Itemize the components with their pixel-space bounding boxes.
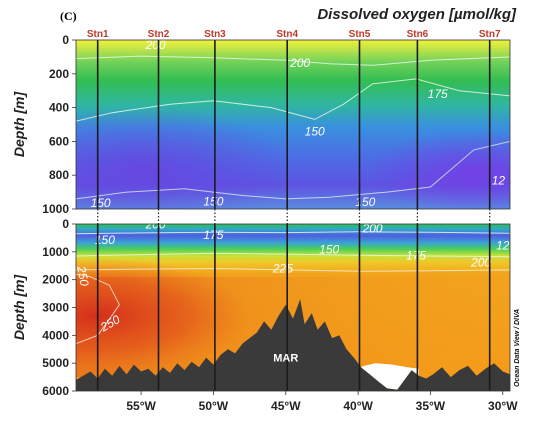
contour-label: 200 bbox=[145, 218, 166, 232]
station-label: Stn2 bbox=[148, 29, 170, 40]
upper-contour-line bbox=[76, 78, 510, 122]
x-tick-label: 55°W bbox=[126, 399, 156, 413]
seafloor-no-data-gap bbox=[361, 363, 419, 390]
contour-label: 150 bbox=[203, 194, 223, 208]
station-label: Stn6 bbox=[407, 29, 429, 40]
contour-label: 150 bbox=[319, 242, 339, 256]
contour-label: 150 bbox=[355, 195, 375, 209]
contour-label: 200 bbox=[289, 56, 310, 70]
contour-label: 175 bbox=[428, 87, 448, 101]
upper-contour-line bbox=[76, 55, 510, 66]
station-label: Stn1 bbox=[87, 29, 109, 40]
x-tick-label: 30°W bbox=[488, 399, 518, 413]
contour-label: 150 bbox=[91, 196, 111, 210]
contour-label: 12 bbox=[492, 173, 506, 187]
upper-y-axis-label: Depth [m] bbox=[11, 91, 27, 158]
y-tick-label: 6000 bbox=[42, 384, 69, 398]
y-tick-label: 4000 bbox=[42, 328, 69, 342]
upper-panel-frame bbox=[75, 39, 511, 210]
contour-label: 200 bbox=[362, 222, 383, 236]
panel-label: (C) bbox=[60, 9, 77, 23]
station-label: Stn4 bbox=[276, 29, 298, 40]
contour-label: 175 bbox=[203, 228, 223, 242]
y-tick-label: 0 bbox=[62, 33, 69, 47]
upper-depth-panel: 200 200 175 150 150 150 150 12 0 200 400 600 800 100… bbox=[11, 33, 511, 216]
lower-contour-line bbox=[76, 267, 510, 272]
y-tick-label: 3000 bbox=[42, 301, 69, 315]
contour-label: 150 bbox=[95, 233, 115, 247]
upper-contour-line bbox=[76, 140, 510, 200]
lower-contour-line bbox=[76, 231, 510, 235]
lower-y-axis-label: Depth [m] bbox=[11, 274, 27, 341]
station-label: Stn7 bbox=[479, 29, 501, 40]
y-tick-label: 2000 bbox=[42, 273, 69, 287]
station-label: Stn3 bbox=[204, 29, 226, 40]
y-tick-label: 1000 bbox=[42, 245, 69, 259]
mar-annotation: MAR bbox=[273, 353, 298, 365]
chart-title: Dissolved oxygen [µmol/kg] bbox=[317, 6, 517, 23]
contour-label: 200 bbox=[145, 38, 166, 52]
y-tick-label: 400 bbox=[49, 101, 69, 115]
contour-label: 225 bbox=[272, 262, 293, 276]
y-tick-label: 1000 bbox=[42, 202, 69, 216]
y-tick-label: 800 bbox=[49, 168, 69, 182]
y-tick-label: 600 bbox=[49, 134, 69, 148]
y-tick-label: 0 bbox=[62, 217, 69, 231]
x-tick-label: 35°W bbox=[416, 399, 446, 413]
x-tick-label: 45°W bbox=[271, 399, 301, 413]
x-tick-label: 40°W bbox=[343, 399, 373, 413]
credit-label: Ocean Data View / DIVA bbox=[514, 309, 521, 387]
y-tick-label: 5000 bbox=[42, 356, 69, 370]
bathymetry-seafloor bbox=[76, 299, 510, 391]
contour-label: 150 bbox=[305, 124, 325, 138]
lower-contour-line bbox=[76, 252, 510, 258]
contour-label: 200 bbox=[470, 255, 491, 269]
contour-label: 175 bbox=[406, 249, 426, 263]
contour-label: 12 bbox=[496, 239, 510, 253]
x-tick-label: 50°W bbox=[199, 399, 229, 413]
station-label: Stn5 bbox=[349, 29, 371, 40]
y-tick-label: 200 bbox=[49, 67, 69, 81]
contour-label: 250 bbox=[74, 264, 91, 287]
